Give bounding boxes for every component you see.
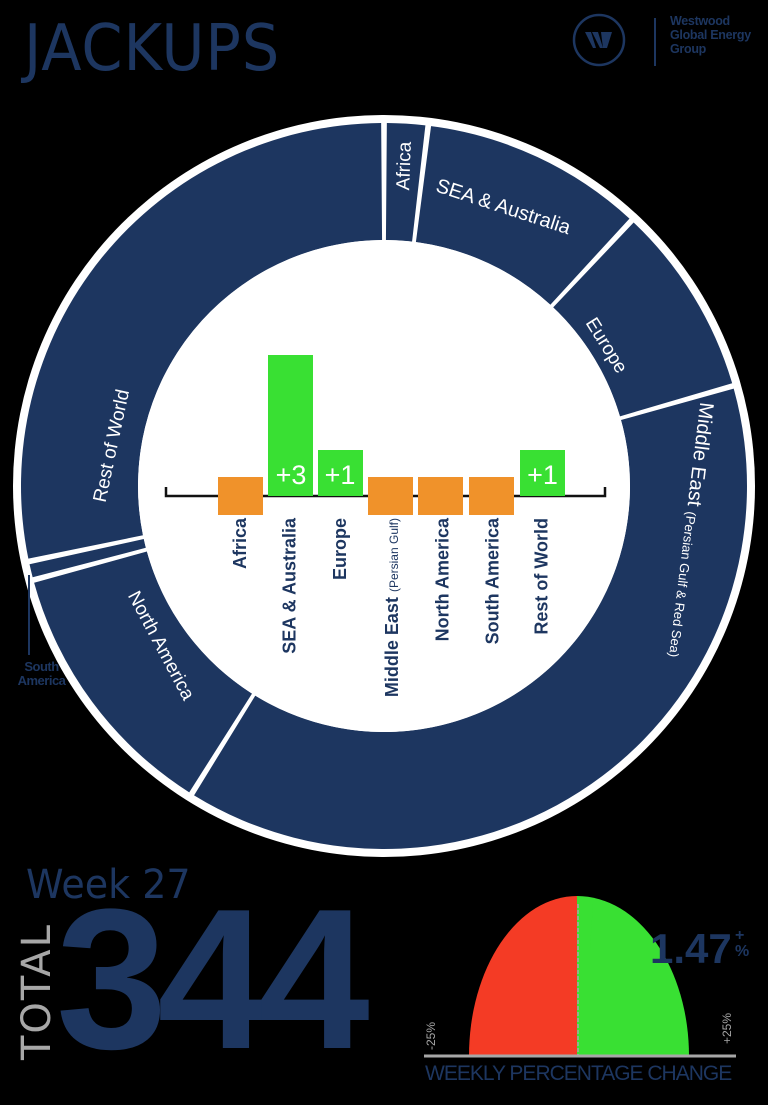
bar-value-europe: +1	[324, 460, 356, 490]
gauge-needle	[578, 904, 593, 950]
bar-europe	[318, 450, 363, 496]
bar-south-america	[469, 477, 514, 515]
donut-segment-north-america	[34, 551, 253, 793]
bar-africa	[218, 477, 263, 515]
logo-text: Westwood Global Energy Group	[670, 14, 751, 56]
callout-label: South America	[17, 659, 66, 688]
gauge-negative-half	[469, 896, 577, 1056]
segment-label-africa: Africa	[393, 141, 416, 191]
callout-south-america: South America	[14, 660, 69, 688]
gauge-max-label: +25%	[720, 1012, 734, 1044]
bar-middle-east-persian-gulf-	[368, 477, 413, 515]
bar-label-europe: Europe	[330, 518, 350, 581]
bar-north-america	[418, 477, 463, 515]
bar-label-south-america: South America	[482, 518, 502, 645]
bar-value-rest-of-world: +1	[527, 460, 558, 490]
donut-segment-rest-of-world	[21, 123, 383, 559]
logo-line: Global Energy	[670, 28, 751, 42]
logo-line: Group	[670, 42, 706, 56]
bar-sea-australia	[268, 355, 313, 496]
total-value: 344	[56, 868, 370, 1091]
gauge-unit: %	[735, 943, 750, 960]
donut-segment-south-america	[29, 539, 146, 578]
total-label: TOTAL	[14, 923, 60, 1060]
weekly-change-gauge	[424, 896, 736, 1058]
logo-line: Westwood	[670, 14, 730, 28]
page-title: JACKUPS	[24, 12, 281, 86]
bar-sublabel: (Persian Gulf)	[387, 518, 401, 593]
bar-rest-of-world	[520, 450, 565, 496]
donut-segment-middle-east	[194, 388, 748, 850]
gauge-caption: WEEKLY PERCENTAGE CHANGE	[425, 1062, 732, 1085]
westwood-w-logo-icon	[572, 13, 656, 67]
gauge-value: 1.47	[650, 925, 732, 972]
bar-label-middle-east: Middle East (Persian Gulf)	[382, 518, 403, 697]
bar-label-rest-of-world: Rest of World	[532, 518, 552, 635]
gauge-positive-half	[577, 896, 689, 1056]
gauge-sign-plus: +	[735, 927, 745, 944]
gauge-min-label: -25%	[424, 1021, 438, 1050]
bar-label-sea-australia: SEA & Australia	[280, 518, 300, 654]
week-label: Week 27	[26, 862, 191, 908]
gauge-sign: + %	[735, 928, 749, 960]
donut-chart	[13, 115, 755, 857]
donut-segments	[21, 123, 748, 850]
bar-label-north-america: North America	[432, 518, 452, 642]
bar-label-text: Middle East	[382, 597, 402, 698]
donut-segment-europe	[553, 222, 733, 417]
donut-segment-sea-australia	[415, 126, 630, 305]
donut-segment-africa	[385, 123, 426, 242]
bar-chart	[218, 355, 565, 515]
bar-value-sea: +3	[275, 460, 307, 490]
bar-label-africa: Africa	[230, 518, 250, 570]
